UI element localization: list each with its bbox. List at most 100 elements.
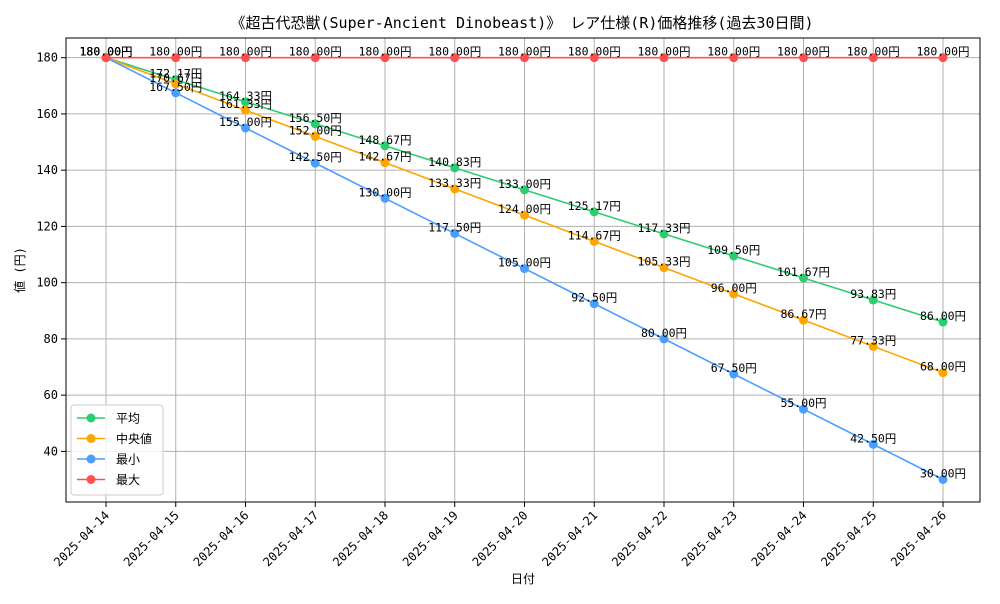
x-axis-label: 日付 bbox=[511, 572, 535, 586]
y-tick-label: 180 bbox=[36, 51, 58, 65]
data-label: 130.00円 bbox=[358, 185, 411, 199]
x-tick-label: 2025-04-21 bbox=[539, 508, 600, 569]
data-point bbox=[380, 53, 390, 63]
data-point bbox=[310, 131, 320, 141]
x-tick-label: 2025-04-17 bbox=[260, 508, 321, 569]
data-point bbox=[799, 404, 808, 414]
data-point bbox=[310, 158, 320, 168]
data-label: 109.50円 bbox=[707, 243, 760, 257]
legend-marker bbox=[86, 413, 96, 423]
data-point bbox=[938, 317, 948, 327]
data-label: 180.00円 bbox=[79, 45, 132, 59]
data-point bbox=[659, 229, 669, 239]
data-point bbox=[868, 53, 878, 63]
data-point bbox=[520, 210, 529, 220]
data-point bbox=[520, 185, 529, 195]
y-axis-label: 値 (円) bbox=[12, 247, 27, 293]
x-tick-label: 2025-04-25 bbox=[818, 508, 879, 569]
legend-label: 最大 bbox=[116, 473, 140, 487]
data-label: 164.33円 bbox=[219, 89, 272, 103]
legend-item: 最大 bbox=[77, 473, 140, 487]
data-label: 180.00円 bbox=[79, 45, 132, 59]
data-point bbox=[241, 105, 250, 115]
data-label: 55.00円 bbox=[780, 396, 826, 410]
data-point bbox=[729, 289, 739, 299]
data-label: 30.00円 bbox=[920, 467, 966, 481]
data-label: 180.00円 bbox=[847, 45, 900, 59]
data-point bbox=[938, 53, 948, 63]
legend-item: 最小 bbox=[77, 453, 140, 467]
data-label: 124.00円 bbox=[498, 202, 551, 216]
data-point bbox=[310, 119, 320, 129]
data-point bbox=[729, 251, 739, 261]
y-tick-label: 140 bbox=[36, 163, 58, 177]
plot-area bbox=[65, 37, 981, 503]
data-label: 148.67円 bbox=[358, 133, 411, 147]
data-label: 180.00円 bbox=[219, 45, 272, 59]
x-tick-label: 2025-04-19 bbox=[400, 508, 461, 569]
data-point bbox=[799, 315, 808, 325]
data-point bbox=[799, 273, 808, 283]
data-point bbox=[589, 299, 599, 309]
data-point bbox=[868, 341, 878, 351]
data-point bbox=[380, 141, 390, 151]
data-point bbox=[171, 88, 181, 98]
data-label: 170.67円 bbox=[149, 71, 202, 85]
x-tick-label: 2025-04-14 bbox=[51, 508, 112, 569]
data-labels: 180.00円 172.17円 164.33円 156.50円 148.67円 140.8… bbox=[79, 45, 969, 481]
data-label: 180.00円 bbox=[637, 45, 690, 59]
data-point bbox=[310, 53, 320, 63]
data-label: 86.67円 bbox=[780, 307, 826, 321]
data-label: 105.00円 bbox=[498, 256, 551, 270]
data-point bbox=[171, 53, 181, 63]
data-point bbox=[589, 207, 599, 217]
data-label: 180.00円 bbox=[79, 45, 132, 59]
data-label: 67.50円 bbox=[711, 361, 757, 375]
data-point bbox=[450, 228, 460, 238]
data-label: 96.00円 bbox=[711, 281, 757, 295]
data-label: 180.00円 bbox=[707, 45, 760, 59]
x-tick-label: 2025-04-24 bbox=[749, 508, 810, 569]
data-label: 180.00円 bbox=[428, 45, 481, 59]
data-label: 156.50円 bbox=[289, 111, 342, 125]
data-label: 140.83円 bbox=[428, 155, 481, 169]
legend-box bbox=[70, 404, 164, 496]
data-point bbox=[450, 53, 460, 63]
x-tick-label: 2025-04-20 bbox=[470, 508, 531, 569]
data-point bbox=[729, 53, 739, 63]
data-label: 161.33円 bbox=[219, 97, 272, 111]
data-point bbox=[101, 53, 111, 63]
data-label: 142.67円 bbox=[358, 150, 411, 164]
data-point bbox=[241, 123, 250, 133]
data-point bbox=[450, 184, 460, 194]
data-label: 105.33円 bbox=[637, 255, 690, 269]
x-tick-label: 2025-04-18 bbox=[330, 508, 391, 569]
data-label: 117.33円 bbox=[637, 221, 690, 235]
legend-label: 中央値 bbox=[116, 431, 152, 446]
x-tick-label: 2025-04-26 bbox=[888, 508, 949, 569]
data-point bbox=[868, 295, 878, 305]
data-point bbox=[380, 158, 390, 168]
data-label: 152.00円 bbox=[289, 123, 342, 137]
x-tick-label: 2025-04-22 bbox=[609, 508, 670, 569]
legend-item: 中央値 bbox=[77, 431, 152, 446]
chart-title: 《超古代恐獣(Super-Ancient Dinobeast)》 レア仕様(R)… bbox=[230, 14, 813, 32]
data-label: 180.00円 bbox=[358, 45, 411, 59]
y-tick-label: 160 bbox=[36, 107, 58, 121]
data-label: 180.00円 bbox=[149, 45, 202, 59]
data-label: 114.67円 bbox=[568, 228, 621, 242]
data-label: 77.33円 bbox=[850, 333, 896, 347]
x-tick-label: 2025-04-23 bbox=[679, 508, 740, 569]
data-point bbox=[589, 53, 599, 63]
data-point bbox=[659, 263, 669, 273]
data-label: 155.00円 bbox=[219, 115, 272, 129]
y-tick-label: 120 bbox=[36, 219, 58, 233]
data-point bbox=[380, 193, 390, 203]
data-point bbox=[520, 53, 529, 63]
data-point bbox=[241, 97, 250, 107]
legend-marker bbox=[86, 475, 96, 484]
data-point bbox=[799, 53, 808, 63]
